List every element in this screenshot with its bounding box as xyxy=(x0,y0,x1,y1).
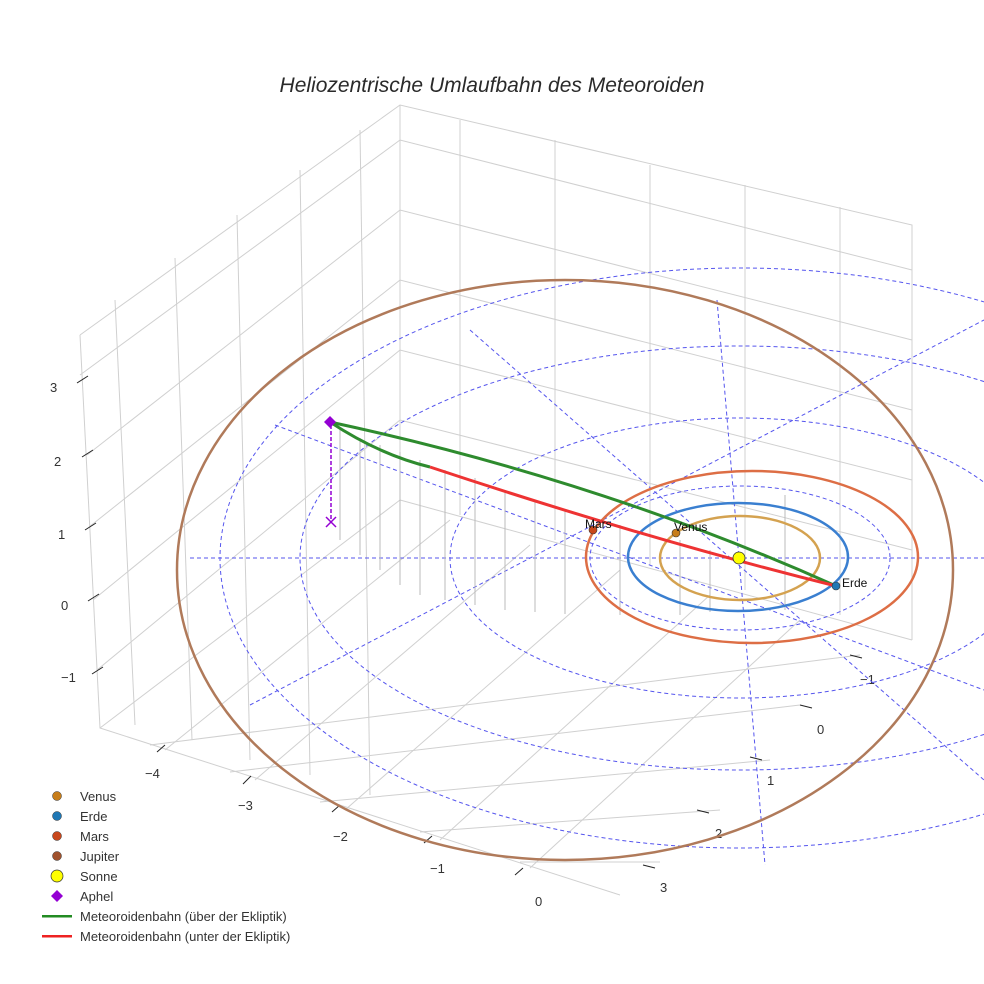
z-axis-ticks: 3 2 1 0 −1 xyxy=(50,380,76,685)
svg-text:−1: −1 xyxy=(61,670,76,685)
jupiter-orbit xyxy=(175,278,955,862)
grid-lines xyxy=(79,104,913,896)
legend: Venus Erde Mars Jupiter Sonne Aphel Mete… xyxy=(40,786,290,946)
svg-text:−4: −4 xyxy=(145,766,160,781)
legend-item-mars[interactable]: Mars xyxy=(40,826,290,846)
svg-text:0: 0 xyxy=(61,598,68,613)
legend-item-orbit-above[interactable]: Meteoroidenbahn (über der Ekliptik) xyxy=(40,906,290,926)
svg-text:−3: −3 xyxy=(238,798,253,813)
chart-title: Heliozentrische Umlaufbahn des Meteoroid… xyxy=(279,74,705,97)
aphel-projection-marker xyxy=(325,516,337,528)
svg-text:−1: −1 xyxy=(430,861,445,876)
svg-text:1: 1 xyxy=(767,773,774,788)
erde-label: Erde xyxy=(842,576,868,590)
svg-text:0: 0 xyxy=(817,722,824,737)
meteoroid-orbit-above xyxy=(329,420,837,588)
erde-marker[interactable] xyxy=(831,581,841,591)
svg-text:2: 2 xyxy=(54,454,61,469)
svg-text:3: 3 xyxy=(50,380,57,395)
sonne-marker[interactable] xyxy=(732,551,746,565)
svg-text:3: 3 xyxy=(660,880,667,895)
venus-marker[interactable] xyxy=(671,528,681,538)
svg-text:−1: −1 xyxy=(860,672,875,687)
svg-text:2: 2 xyxy=(715,826,722,841)
svg-text:0: 0 xyxy=(535,894,542,909)
legend-item-jupiter[interactable]: Jupiter xyxy=(40,846,290,866)
svg-text:1: 1 xyxy=(58,527,65,542)
svg-text:−2: −2 xyxy=(333,829,348,844)
legend-item-erde[interactable]: Erde xyxy=(40,806,290,826)
legend-item-sonne[interactable]: Sonne xyxy=(40,866,290,886)
legend-item-venus[interactable]: Venus xyxy=(40,786,290,806)
legend-item-aphel[interactable]: Aphel xyxy=(40,886,290,906)
x-axis-ticks: −4 −3 −2 −1 0 xyxy=(145,766,542,909)
meteoroid-orbit-below xyxy=(429,465,837,588)
mars-label: Mars xyxy=(585,517,612,531)
venus-orbit xyxy=(658,514,822,602)
y-axis-ticks: −1 0 1 2 3 xyxy=(660,672,875,895)
aphel-marker[interactable] xyxy=(324,416,336,428)
mars-marker[interactable] xyxy=(588,525,598,535)
ecliptic-grid xyxy=(190,267,984,866)
mars-orbit xyxy=(584,469,920,645)
erde-orbit xyxy=(626,501,850,613)
venus-label: Venus xyxy=(674,520,707,534)
legend-item-orbit-below[interactable]: Meteoroidenbahn (unter der Ekliptik) xyxy=(40,926,290,946)
